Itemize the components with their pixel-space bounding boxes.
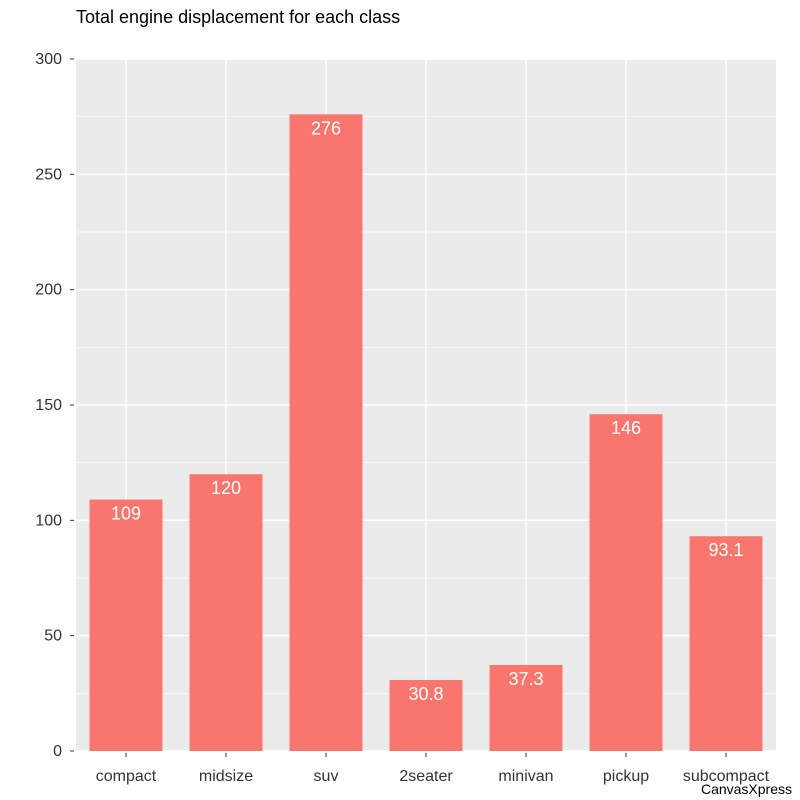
bar-suv	[289, 114, 363, 752]
data-label-subcompact: 93.1	[708, 540, 743, 560]
data-label-suv: 276	[311, 118, 341, 138]
x-tick-label-compact: compact	[96, 768, 157, 785]
data-label-minivan: 37.3	[508, 669, 543, 689]
bar-midsize	[189, 474, 263, 751]
y-axis: 0 50 100 150 200 250 300	[35, 51, 74, 760]
bar-minivan	[489, 664, 563, 751]
y-tick-label: 200	[35, 282, 62, 299]
data-label-midsize: 120	[211, 478, 241, 498]
bar-subcompact	[689, 536, 763, 751]
data-label-2seater: 30.8	[408, 684, 443, 704]
x-tick-label-midsize: midsize	[199, 768, 253, 785]
x-tick-label-pickup: pickup	[603, 768, 649, 785]
bar-pickup	[589, 414, 663, 751]
bar-compact	[89, 499, 163, 751]
y-tick-label: 150	[35, 397, 62, 414]
y-tick-label: 300	[35, 51, 62, 68]
y-tick-label: 0	[53, 743, 62, 760]
x-tick-label-subcompact: subcompact	[683, 768, 770, 785]
credit-text: CanvasXpress	[701, 781, 792, 797]
chart-title: Total engine displacement for each class	[76, 7, 400, 27]
y-tick-label: 100	[35, 512, 62, 529]
x-axis: compact midsize suv 2seater minivan pickup sub…	[96, 753, 770, 785]
y-tick-label: 250	[35, 166, 62, 183]
x-tick-label-minivan: minivan	[498, 768, 553, 785]
data-label-pickup: 146	[611, 418, 641, 438]
x-tick-label-2seater: 2seater	[399, 768, 453, 785]
y-tick-label: 50	[44, 628, 62, 645]
x-tick-label-suv: suv	[314, 768, 339, 785]
data-label-compact: 109	[111, 504, 141, 524]
bars: 109 120 276 30.8 37.3 146 93.1	[89, 114, 763, 752]
bar-2seater	[389, 679, 463, 751]
